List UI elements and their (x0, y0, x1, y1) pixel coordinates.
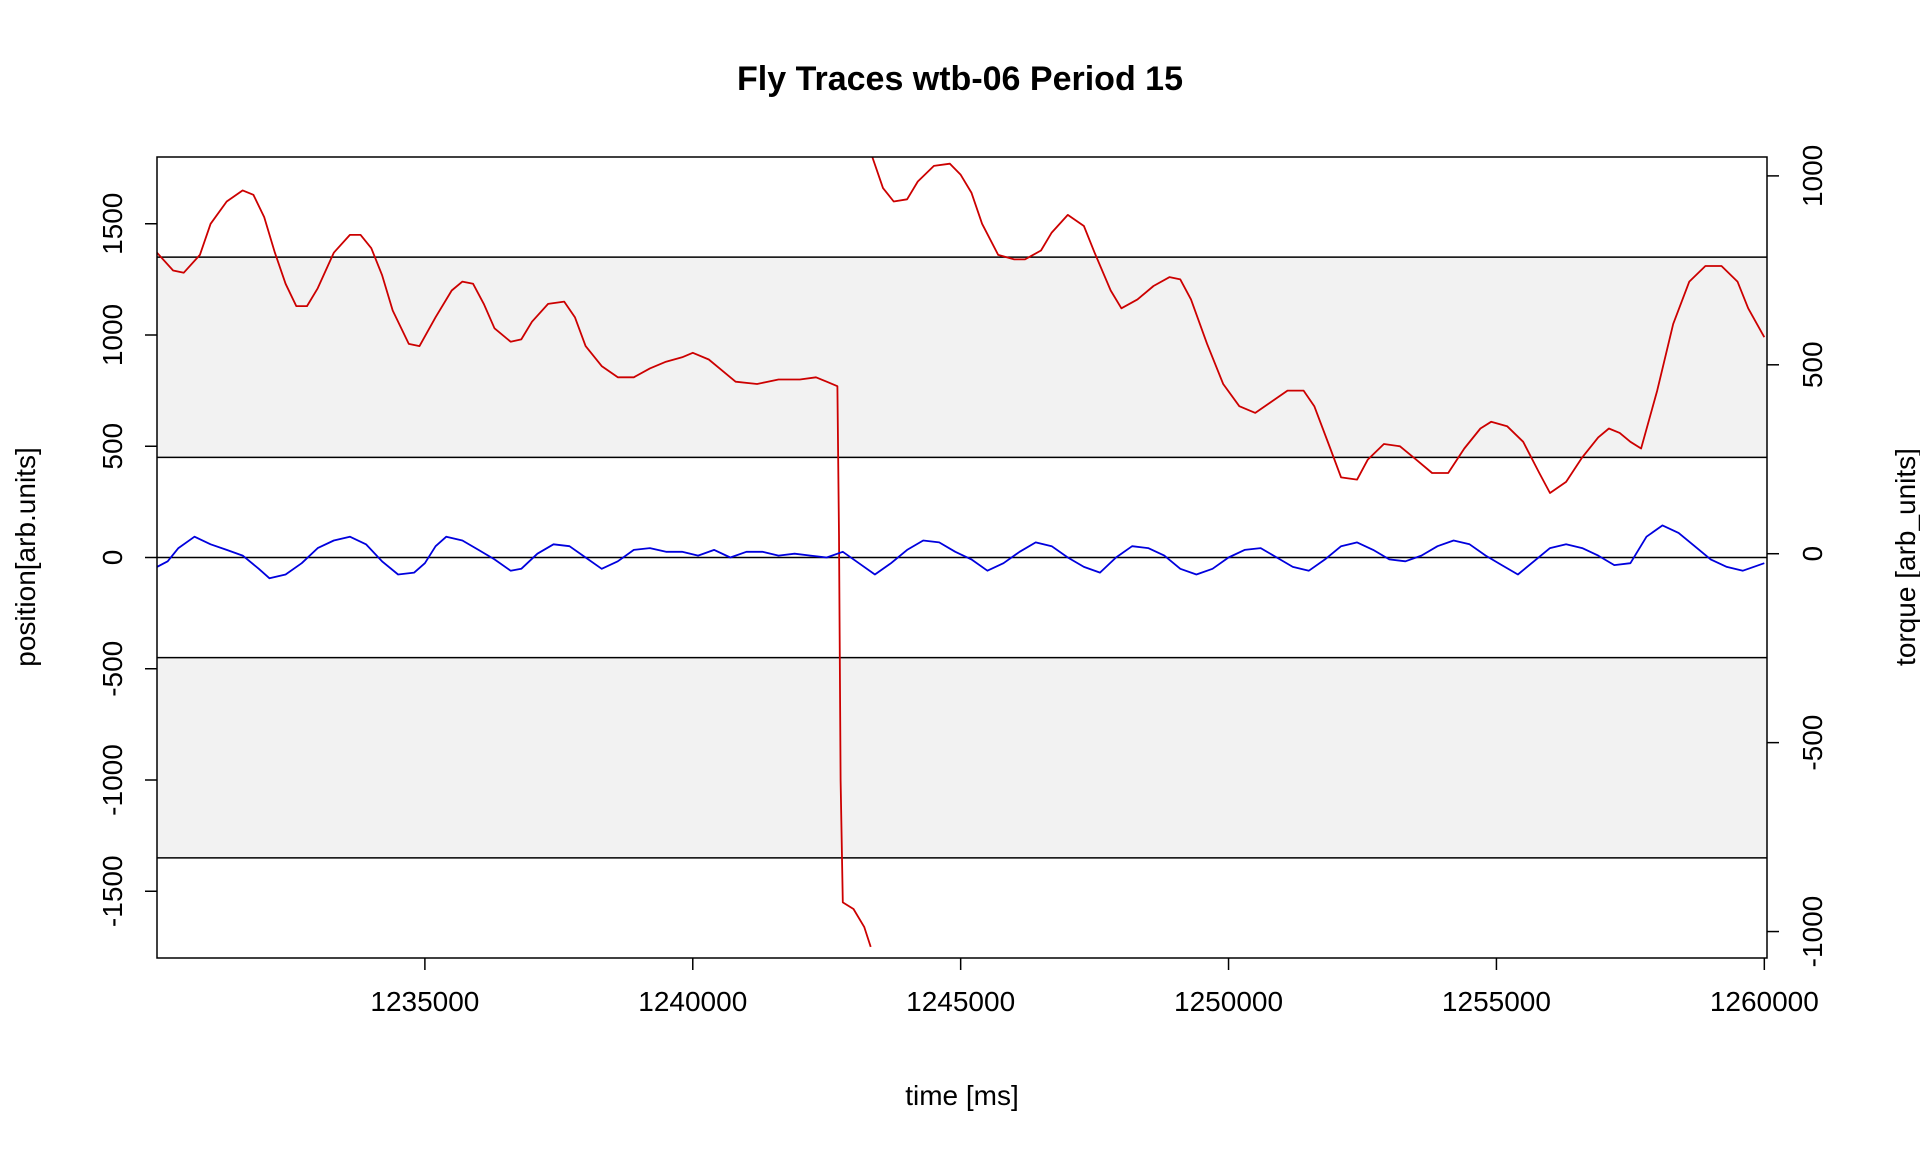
y-axis-left-label: position[arb.units] (10, 447, 41, 666)
shaded-bands (157, 257, 1767, 858)
y-axis-right-label: torque [arb_units] (1890, 448, 1920, 666)
y-right-tick-label: 500 (1797, 341, 1828, 388)
shaded-band (157, 257, 1767, 458)
y-left-tick-label: -1000 (97, 744, 128, 816)
y-right-tick-label: -1000 (1797, 896, 1828, 968)
x-tick-label: 1250000 (1174, 986, 1283, 1017)
y-right-tick-label: 0 (1797, 546, 1828, 562)
x-tick-label: 1240000 (638, 986, 747, 1017)
y-left-tick-label: 1000 (97, 304, 128, 366)
x-tick-label: 1255000 (1442, 986, 1551, 1017)
y-left-tick-label: 500 (97, 423, 128, 470)
y-axis-left: -1500 -1000 -500 0 500 1000 1500 (97, 193, 157, 927)
position-trace (871, 157, 1766, 494)
y-right-tick-label: 1000 (1797, 145, 1828, 207)
series-layer (157, 157, 1766, 948)
torque-trace (157, 524, 1765, 580)
y-left-tick-label: 0 (97, 550, 128, 566)
y-left-tick-label: -500 (97, 641, 128, 697)
x-axis-label: time [ms] (905, 1080, 1019, 1111)
position-trace (157, 189, 872, 948)
x-tick-label: 1235000 (370, 986, 479, 1017)
y-left-tick-label: 1500 (97, 193, 128, 255)
reference-lines (157, 256, 1767, 859)
x-tick-label: 1245000 (906, 986, 1015, 1017)
chart-title: Fly Traces wtb-06 Period 15 (737, 60, 1183, 98)
x-tick-label: 1260000 (1710, 986, 1819, 1017)
x-axis: 1235000 1240000 1245000 1250000 1255000 12600… (370, 958, 1819, 1017)
y-axis-right: -1000 -500 0 500 1000 (1767, 145, 1828, 968)
shaded-band (157, 657, 1767, 858)
y-right-tick-label: -500 (1797, 715, 1828, 771)
y-left-tick-label: -1500 (97, 855, 128, 927)
